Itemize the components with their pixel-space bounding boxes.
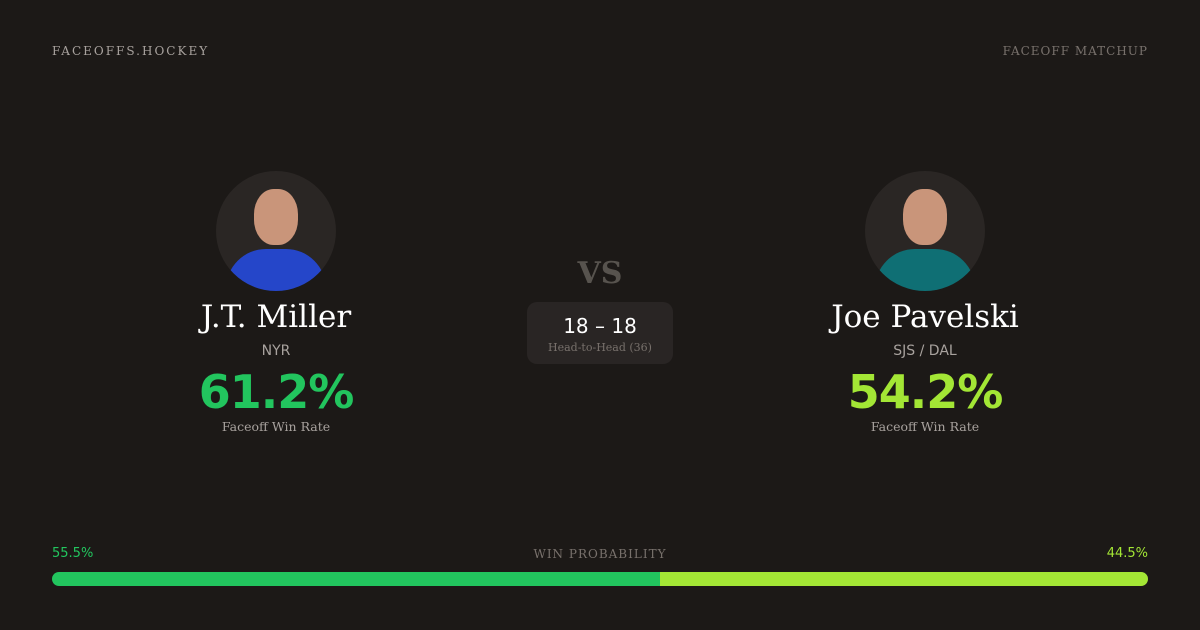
head-to-head-label: Head-to-Head (36) xyxy=(548,341,652,354)
win-probability-bar-left xyxy=(52,572,661,586)
page-tag: FACEOFF MATCHUP xyxy=(1002,44,1148,58)
player-team-right: SJS / DAL xyxy=(893,343,957,359)
win-rate-left: 61.2% xyxy=(198,365,355,419)
win-probability-left: 55.5% xyxy=(52,546,94,561)
win-probability-label: WIN PROBABILITY xyxy=(533,547,667,561)
head-to-head-score: 18 – 18 xyxy=(563,314,637,338)
win-rate-label-left: Faceoff Win Rate xyxy=(221,419,331,434)
win-rate-label-right: Faceoff Win Rate xyxy=(870,419,980,434)
win-rate-right: 54.2% xyxy=(847,365,1004,419)
win-probability-bar xyxy=(52,572,1148,586)
player-team-left: NYR xyxy=(261,343,291,359)
site-brand: FACEOFFS.HOCKEY xyxy=(52,44,210,58)
head-to-head-box: 18 – 18 Head-to-Head (36) xyxy=(527,302,673,364)
player-left: J.T. Miller NYR 61.2% Faceoff Win Rate xyxy=(126,171,426,434)
player-photo-right xyxy=(865,171,985,291)
player-right: Joe Pavelski SJS / DAL 54.2% Faceoff Win… xyxy=(775,171,1075,434)
player-photo-left xyxy=(216,171,336,291)
vs-label: VS xyxy=(577,256,623,291)
player-name-right: Joe Pavelski xyxy=(831,299,1019,335)
player-name-left: J.T. Miller xyxy=(200,299,352,335)
win-probability-right: 44.5% xyxy=(1106,546,1148,561)
win-probability-bar-right xyxy=(660,572,1148,586)
